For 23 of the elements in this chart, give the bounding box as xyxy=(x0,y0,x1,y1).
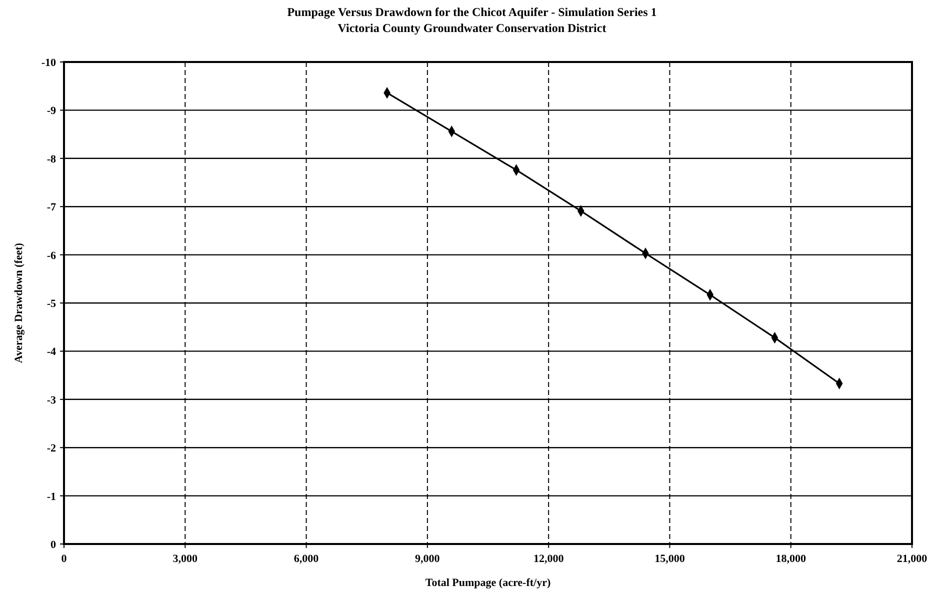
y-tick-label: -1 xyxy=(46,490,56,503)
x-tick-label: 9,000 xyxy=(415,553,440,565)
y-tick-label: -10 xyxy=(41,57,56,69)
x-tick-label: 0 xyxy=(61,553,68,565)
x-tick-label: 21,000 xyxy=(896,553,928,565)
chart-subtitle: Victoria County Groundwater Conservation District xyxy=(338,21,606,35)
x-tick-label: 12,000 xyxy=(533,553,564,565)
chart-title: Pumpage Versus Drawdown for the Chicot Aquifer - Simulation Series 1 xyxy=(287,5,657,19)
y-tick-label: -4 xyxy=(46,346,56,358)
x-tick-label: 6,000 xyxy=(294,553,320,565)
y-tick-label: -7 xyxy=(46,202,56,214)
x-tick-label: 15,000 xyxy=(654,553,686,565)
y-tick-label: -5 xyxy=(46,298,56,310)
y-tick-label: -9 xyxy=(46,105,56,118)
y-tick-label: -2 xyxy=(46,442,56,455)
x-tick-label: 18,000 xyxy=(776,553,806,565)
y-axis-title: Average Drawdown (feet) xyxy=(13,242,25,364)
x-tick-label: 3,000 xyxy=(172,553,198,565)
y-tick-label: 0 xyxy=(50,539,56,551)
y-tick-label: -8 xyxy=(46,153,56,166)
y-tick-label: -6 xyxy=(46,250,56,262)
y-tick-label: -3 xyxy=(46,394,56,406)
x-axis-title: Total Pumpage (acre-ft/yr) xyxy=(425,577,551,589)
